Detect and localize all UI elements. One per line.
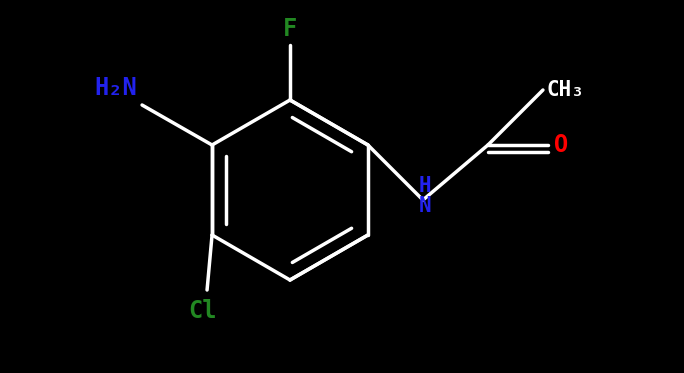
Text: H₂N: H₂N (94, 76, 137, 100)
Text: F: F (283, 17, 297, 41)
Text: H: H (419, 176, 431, 196)
Text: Cl: Cl (188, 299, 216, 323)
Text: N: N (419, 196, 431, 216)
Text: CH₃: CH₃ (547, 80, 585, 100)
Text: O: O (554, 133, 568, 157)
